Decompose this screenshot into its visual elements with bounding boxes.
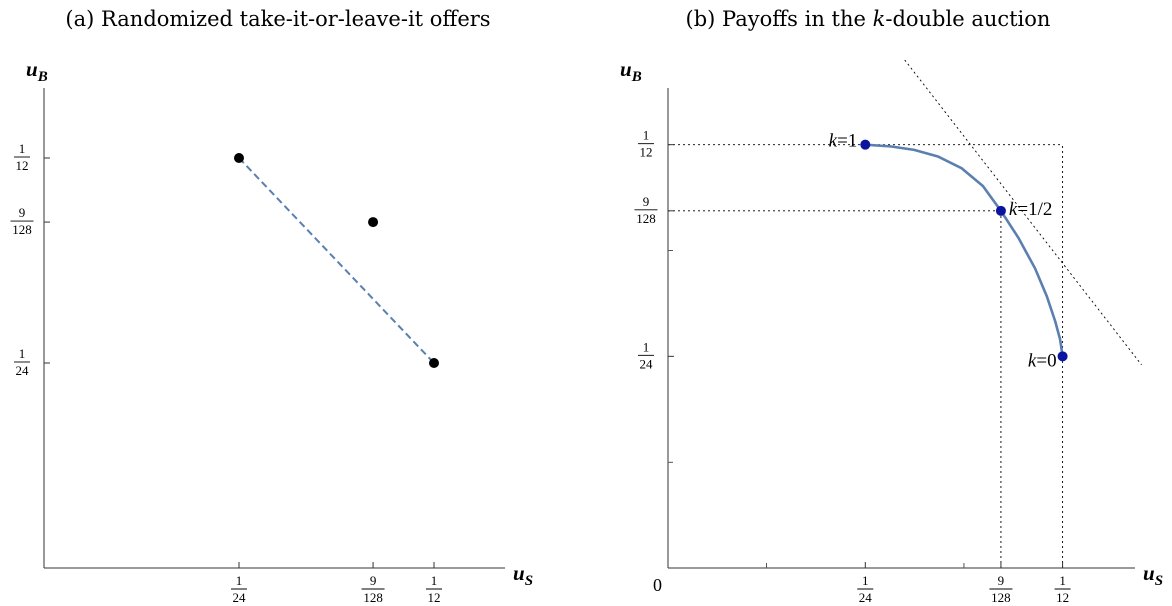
point-a-2 — [428, 357, 439, 368]
y-tick-label-a-0: 112 — [14, 141, 30, 173]
y-tick-label-b-1-num: 9 — [643, 194, 650, 209]
y-tick-label-a-2-den: 24 — [16, 363, 30, 378]
x-tick-label-a-0: 124 — [231, 573, 248, 605]
axes-b — [667, 88, 1135, 569]
x-tick-label-a-0-den: 24 — [233, 590, 247, 605]
x-tick-label-b-0-num: 1 — [862, 573, 869, 588]
tangent-line — [904, 59, 1142, 366]
point-label-2: k=0 — [1028, 350, 1057, 371]
x-tick-label-b-2-den: 12 — [1056, 590, 1069, 605]
point-b-1 — [995, 205, 1006, 216]
y-tick-label-b-2: 124 — [638, 339, 654, 371]
xlabel-a: uS — [513, 561, 533, 589]
x-tick-label-b-0-den: 24 — [859, 590, 873, 605]
ylabel-b: uB — [620, 57, 642, 85]
x-tick-label-b-1-den: 128 — [991, 590, 1011, 605]
y-tick-label-b-0-num: 1 — [643, 128, 650, 143]
y-tick-label-a-0-den: 12 — [16, 158, 29, 173]
y-tick-label-a-2: 124 — [14, 346, 30, 378]
caption-b: (b) Payoffs in the k-double auction — [686, 7, 1051, 31]
x-tick-label-a-1-den: 128 — [363, 590, 383, 605]
y-tick-label-a-1-num: 9 — [19, 205, 26, 220]
caption-a: (a) Randomized take-it-or-leave-it offer… — [65, 7, 490, 31]
x-tick-label-a-2-den: 12 — [427, 590, 440, 605]
y-tick-label-b-0-den: 12 — [640, 145, 653, 160]
y-tick-label-b-0: 112 — [638, 128, 654, 160]
points-b: k=1 k=1/2 k=0 — [829, 131, 1068, 371]
x-tick-label-b-2: 112 — [1054, 573, 1071, 605]
y-tick-label-a-1-den: 128 — [12, 222, 32, 237]
x-tick-label-a-0-num: 1 — [236, 573, 243, 588]
y-tick-label-b-2-num: 1 — [643, 339, 650, 354]
x-tick-label-b-1-num: 9 — [998, 573, 1005, 588]
point-a-0 — [234, 153, 245, 164]
y-tick-label-b-1-den: 128 — [636, 211, 656, 226]
lines-a — [238, 157, 435, 364]
panel-a: (a) Randomized take-it-or-leave-it offer… — [10, 7, 533, 605]
point-b-0 — [860, 139, 871, 150]
x-tick-label-a-2: 112 — [425, 573, 442, 605]
point-b-2 — [1057, 351, 1068, 362]
point-a-1 — [368, 217, 379, 228]
axes-a — [43, 88, 505, 569]
x-tick-label-a-1-num: 9 — [370, 573, 377, 588]
dashed-segment — [238, 157, 435, 364]
y-tick-label-b-2-den: 24 — [640, 356, 654, 371]
point-label-1: k=1/2 — [1009, 199, 1052, 220]
x-tick-label-a-2-num: 1 — [431, 573, 438, 588]
payoff-curve — [865, 143, 1064, 357]
point-label-0: k=1 — [829, 131, 858, 152]
panel-b: (b) Payoffs in the k-double auction 1249… — [620, 7, 1163, 605]
x-tick-label-b-2-num: 1 — [1059, 573, 1066, 588]
points-a — [234, 153, 439, 368]
ylabel-a: uB — [26, 57, 48, 85]
origin-label-b: 0 — [653, 575, 662, 595]
y-tick-label-a-2-num: 1 — [19, 346, 26, 361]
x-tick-label-b-0: 124 — [857, 573, 874, 605]
y-tick-label-a-0-num: 1 — [19, 141, 26, 156]
xlabel-b: uS — [1143, 561, 1163, 589]
